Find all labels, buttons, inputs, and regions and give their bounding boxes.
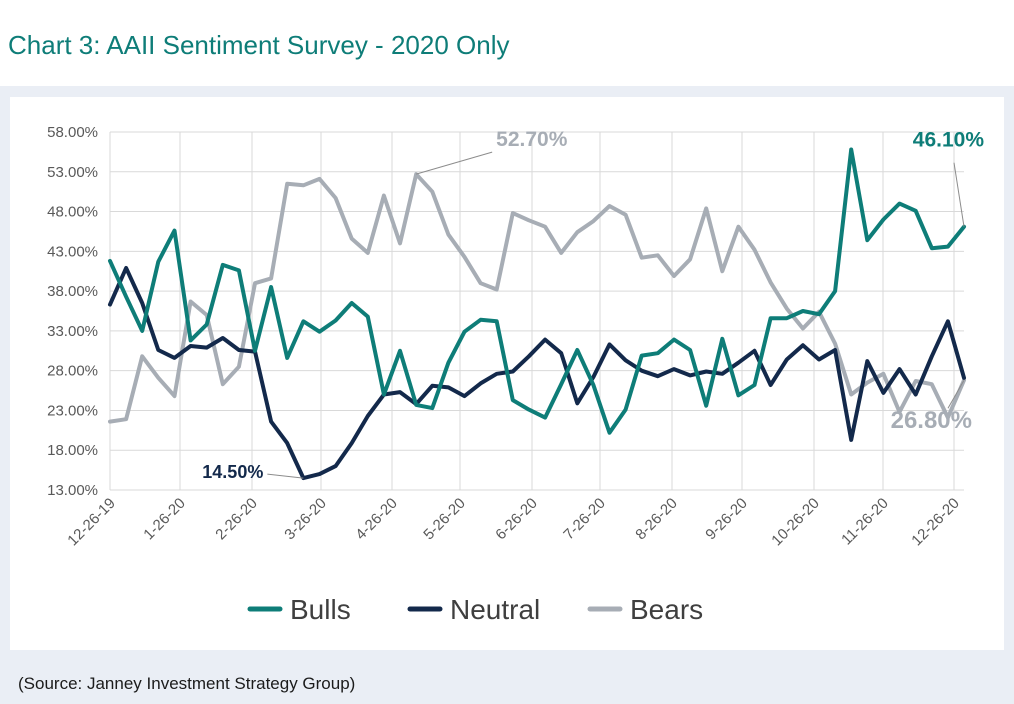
data-label-bears: 52.70%	[496, 128, 568, 151]
y-tick-label: 48.00%	[47, 204, 98, 221]
data-label-neutral: 14.50%	[202, 462, 263, 482]
y-tick-label: 28.00%	[47, 363, 98, 380]
x-tick-label: 11-26-20	[838, 495, 892, 549]
legend-label-neutral: Neutral	[450, 594, 540, 625]
y-tick-label: 13.00%	[47, 482, 98, 499]
x-tick-label: 1-26-20	[140, 495, 189, 544]
x-tick-label: 8-26-20	[632, 495, 681, 544]
y-tick-label: 38.00%	[47, 283, 98, 300]
y-tick-label: 53.00%	[47, 164, 98, 181]
x-tick-label: 5-26-20	[420, 495, 469, 544]
chart-panel: 13.00% 18.00% 23.00% 28.00% 33.00% 38.00% 43.0…	[10, 97, 1004, 650]
legend-label-bulls: Bulls	[290, 594, 351, 625]
annotation-leader-line	[416, 151, 493, 175]
x-tick-label: 12-26-19	[64, 495, 118, 549]
data-label-bulls: 46.10%	[913, 129, 985, 152]
line-chart: 13.00% 18.00% 23.00% 28.00% 33.00% 38.00% 43.0…	[47, 124, 985, 625]
x-tick-label: 12-26-20	[908, 495, 962, 549]
legend-label-bears: Bears	[630, 594, 703, 625]
y-tick-label: 18.00%	[47, 442, 98, 459]
x-tick-label: 4-26-20	[352, 495, 401, 544]
data-label-bears: 26.80%	[891, 407, 972, 434]
chart-title: Chart 3: AAII Sentiment Survey - 2020 On…	[8, 30, 510, 60]
annotation-leader-line	[953, 162, 965, 227]
x-tick-label: 7-26-20	[560, 495, 609, 544]
source-note: (Source: Janney Investment Strategy Grou…	[18, 674, 356, 693]
x-tick-label: 9-26-20	[702, 495, 751, 544]
x-tick-label: 2-26-20	[212, 495, 261, 544]
x-tick-label: 10-26-20	[768, 495, 822, 549]
annotation-leader-line	[267, 473, 304, 479]
y-tick-label: 58.00%	[47, 124, 98, 141]
series-line-bears	[108, 172, 966, 424]
x-tick-label: 6-26-20	[492, 495, 541, 544]
annotation-leader-line	[947, 379, 965, 409]
series-line-bulls	[108, 147, 966, 435]
y-tick-label: 43.00%	[47, 243, 98, 260]
y-tick-label: 33.00%	[47, 323, 98, 340]
y-tick-label: 23.00%	[47, 402, 98, 419]
x-tick-label: 3-26-20	[281, 495, 330, 544]
series-line-neutral	[108, 266, 966, 481]
